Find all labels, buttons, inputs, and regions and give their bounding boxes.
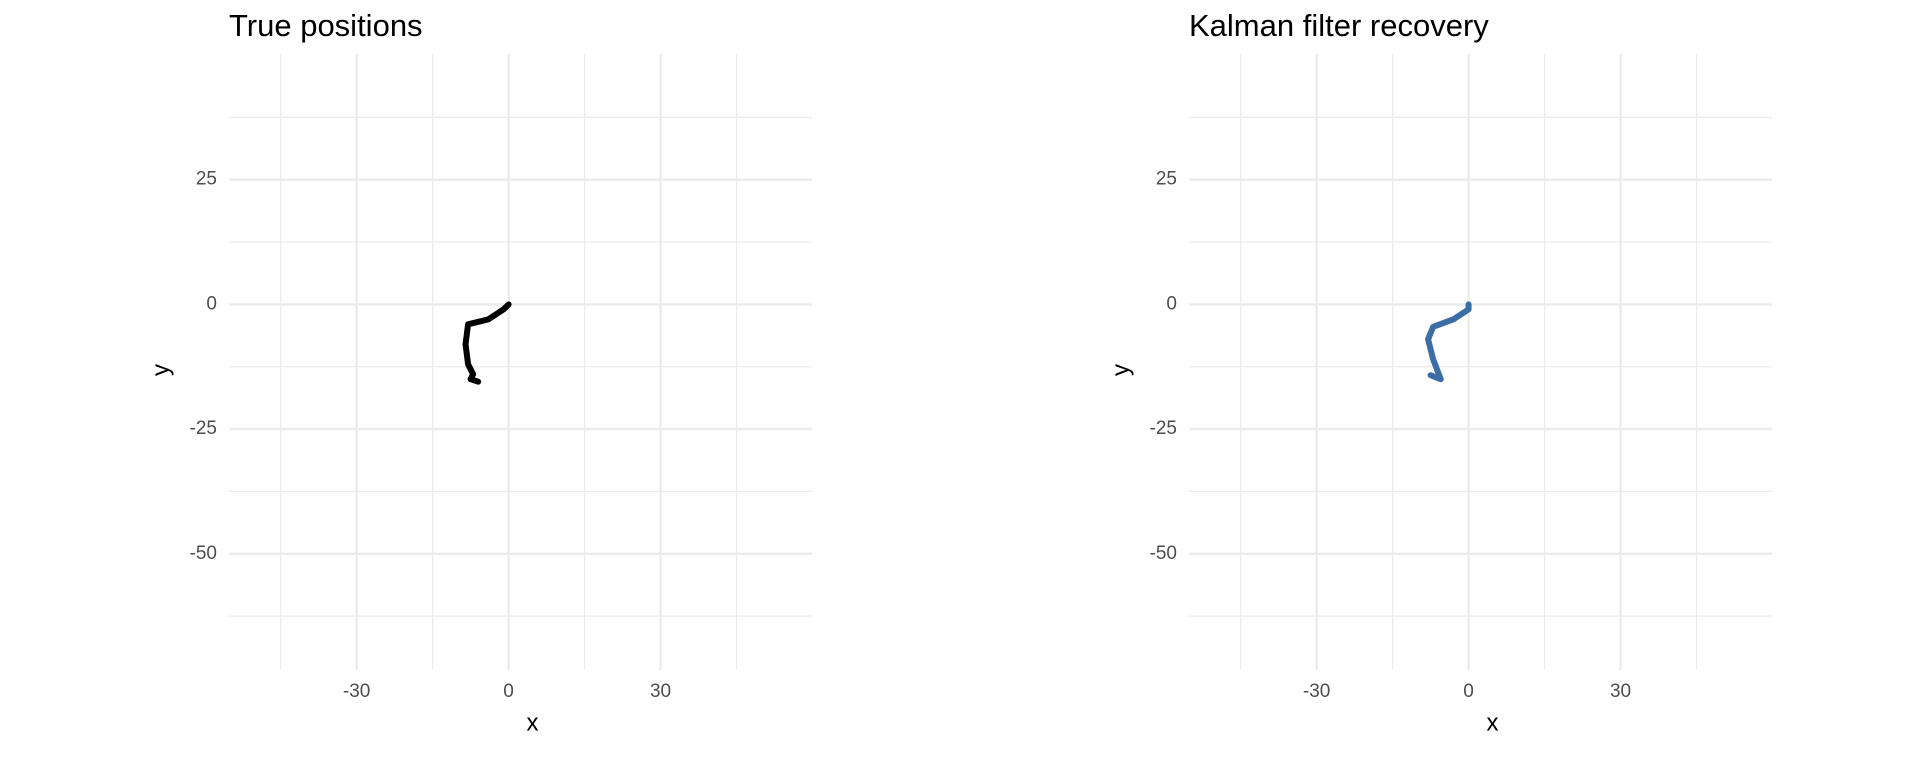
chart-title: True positions <box>229 8 423 43</box>
x-tick-label: -30 <box>343 681 370 702</box>
y-tick-label: 25 <box>1156 169 1177 190</box>
x-tick-label: -30 <box>1303 681 1330 702</box>
y-axis-label: y <box>1107 364 1134 376</box>
chart-title: Kalman filter recovery <box>1189 8 1489 43</box>
y-tick-label: 0 <box>1166 293 1177 314</box>
y-tick-label: -50 <box>1150 543 1177 564</box>
y-tick-label: -50 <box>190 543 217 564</box>
x-axis-label: x <box>527 709 539 736</box>
trajectory <box>1425 301 1472 383</box>
x-axis-label: x <box>1487 709 1499 736</box>
x-tick-label: 30 <box>650 681 671 702</box>
x-tick-label: 0 <box>503 681 514 702</box>
y-tick-label: -25 <box>1150 418 1177 439</box>
trajectory <box>462 301 512 385</box>
y-axis-label: y <box>147 364 174 376</box>
x-tick-label: 0 <box>1463 681 1474 702</box>
y-tick-label: 25 <box>196 169 217 190</box>
y-tick-label: 0 <box>206 293 217 314</box>
x-tick-label: 30 <box>1610 681 1631 702</box>
y-tick-label: -25 <box>190 418 217 439</box>
